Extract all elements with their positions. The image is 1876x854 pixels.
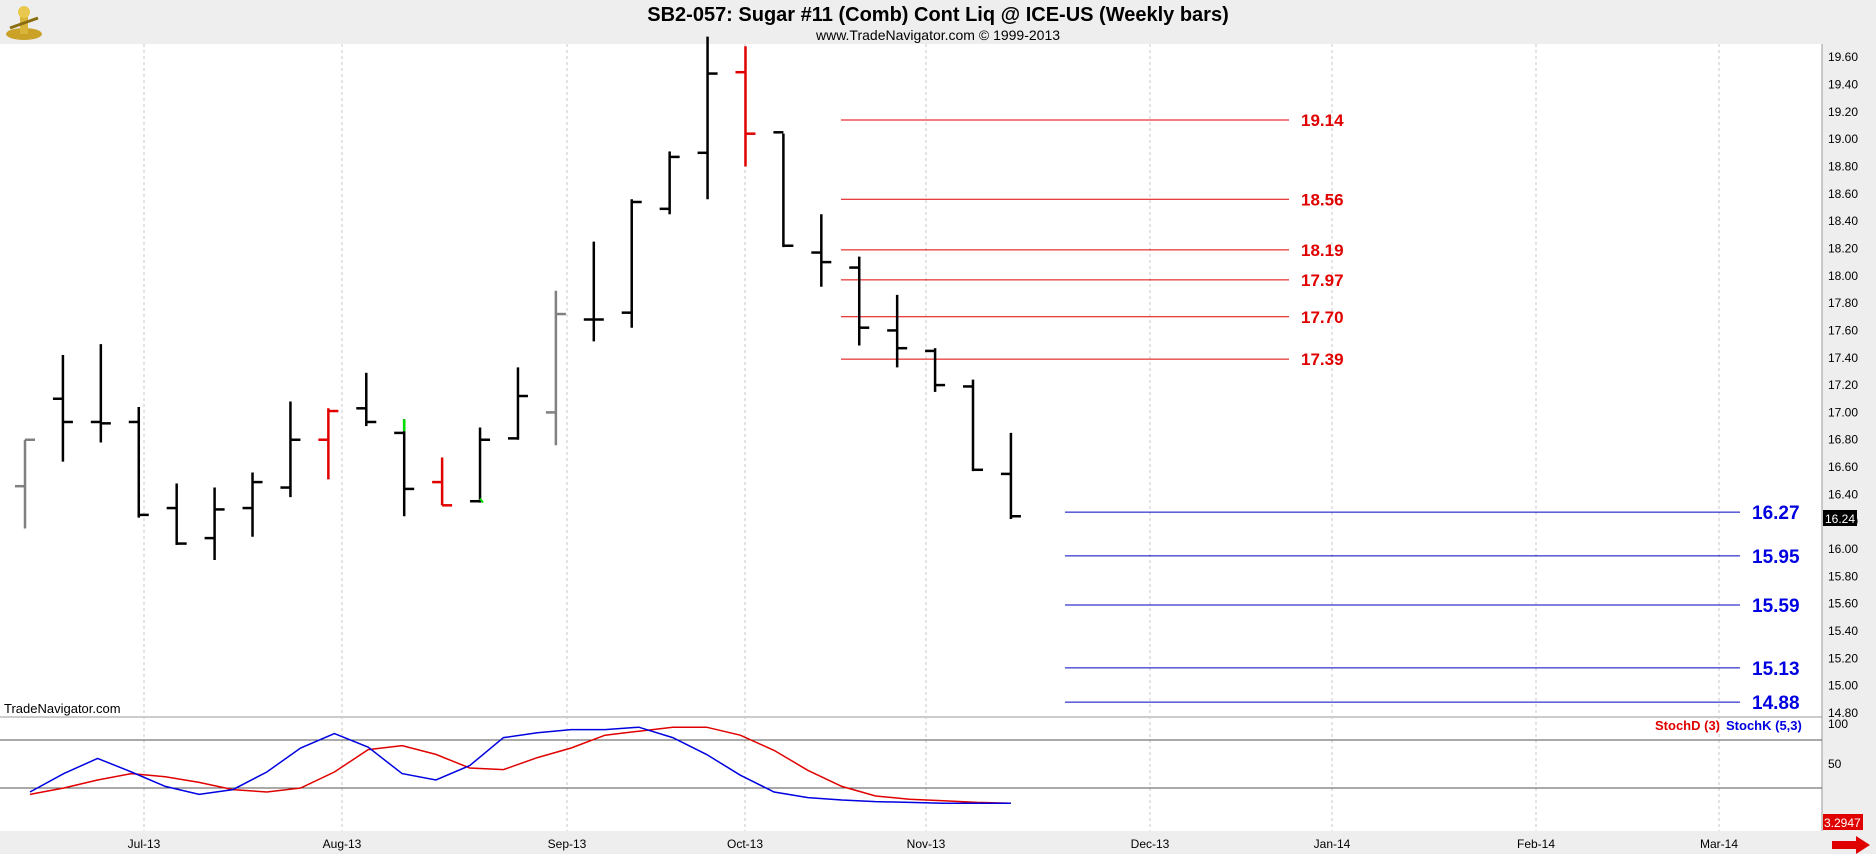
ohlc-bar — [356, 372, 377, 427]
ohlc-bar — [280, 401, 301, 498]
legend-stochd: StochD (3) — [1655, 718, 1720, 733]
y-tick-label: 18.60 — [1828, 187, 1858, 201]
ohlc-bar — [15, 438, 35, 529]
stoch-value-label: 3.2947 — [1824, 816, 1861, 830]
ohlc-bar — [52, 355, 73, 462]
ohlc-bar — [90, 344, 111, 443]
support-label: 15.13 — [1752, 659, 1800, 680]
x-tick-label: Dec-13 — [1131, 837, 1170, 851]
legend-stochk: StochK (5,3) — [1726, 718, 1802, 733]
x-tick-label: Jul-13 — [128, 837, 161, 851]
ohlc-bar — [925, 348, 946, 392]
ohlc-bar — [545, 290, 566, 446]
y-tick-label: 16.40 — [1828, 487, 1858, 501]
x-tick-label: Aug-13 — [323, 837, 362, 851]
chart-title: SB2-057: Sugar #11 (Comb) Cont Liq @ ICE… — [647, 4, 1228, 26]
y-tick-label: 15.80 — [1828, 569, 1858, 583]
y-tick-label: 17.20 — [1828, 378, 1858, 392]
ohlc-bar — [507, 367, 528, 440]
ohlc-bar — [394, 419, 415, 517]
ohlc-bar — [963, 379, 983, 472]
ohlc-bar — [735, 46, 756, 167]
y-tick-label: 15.60 — [1828, 597, 1858, 611]
support-label: 14.88 — [1752, 693, 1800, 714]
y-tick-label: 17.00 — [1828, 405, 1858, 419]
price-levels: 19.14 18.56 18.19 17.97 17.70 17.39 16.27 15.95… — [841, 111, 1800, 714]
y-tick-label: 17.60 — [1828, 323, 1858, 337]
y-tick-label: 15.20 — [1828, 651, 1858, 665]
ohlc-bar — [166, 483, 187, 545]
x-tick-label: Mar-14 — [1700, 837, 1738, 851]
y-tick-label: 16.00 — [1828, 542, 1858, 556]
x-grid — [143, 44, 1720, 831]
y-tick-label: 18.40 — [1828, 214, 1858, 228]
y-tick-label: 18.80 — [1828, 159, 1858, 173]
ohlc-bar — [621, 199, 642, 328]
y-tick-label: 15.00 — [1828, 679, 1858, 693]
stoch-y-tick-label: 50 — [1828, 757, 1842, 771]
x-tick-label: Sep-13 — [548, 837, 587, 851]
y-tick-label: 19.20 — [1828, 105, 1858, 119]
resistance-label: 19.14 — [1301, 111, 1344, 130]
last-price-label: 16.24 — [1825, 512, 1855, 526]
y-tick-label: 18.00 — [1828, 269, 1858, 283]
ohlc-bar — [773, 131, 794, 248]
support-label: 15.59 — [1752, 596, 1800, 617]
stoch-value-badge — [1823, 814, 1863, 830]
y-tick-label: 16.60 — [1828, 460, 1858, 474]
support-label: 15.95 — [1752, 547, 1800, 568]
ohlc-bar — [697, 36, 718, 200]
ohlc-bar — [242, 472, 263, 537]
y-tick-label: 16.80 — [1828, 433, 1858, 447]
watermark-label: TradeNavigator.com — [4, 701, 121, 716]
ohlc-bar — [887, 294, 908, 368]
y-tick-label: 17.40 — [1828, 351, 1858, 365]
ohlc-bar — [1000, 432, 1021, 519]
ohlc-bar — [128, 406, 149, 518]
stoch-y-tick-label: 100 — [1828, 717, 1848, 731]
y-tick-label: 14.80 — [1828, 706, 1858, 720]
x-tick-label: Feb-14 — [1517, 837, 1555, 851]
resistance-label: 17.70 — [1301, 308, 1344, 327]
logo-icon[interactable] — [6, 6, 42, 40]
y-tick-label: 17.80 — [1828, 296, 1858, 310]
x-tick-label: Oct-13 — [727, 837, 763, 851]
last-price-badge — [1823, 510, 1857, 526]
stoch-series-line — [29, 726, 1011, 804]
right-axis-background — [1822, 44, 1876, 854]
price-bars — [15, 36, 1021, 560]
bottom-axis-background — [0, 831, 1822, 854]
ohlc-bar — [204, 487, 225, 560]
y-tick-label: 15.40 — [1828, 624, 1858, 638]
resistance-label: 17.97 — [1301, 271, 1344, 290]
x-tick-label: Nov-13 — [907, 837, 946, 851]
header-background — [0, 0, 1876, 44]
ohlc-bar — [659, 151, 680, 215]
y-tick-label: 19.40 — [1828, 77, 1858, 91]
y-tick-label: 19.60 — [1828, 50, 1858, 64]
stochastic-lines — [29, 726, 1011, 804]
ohlc-bar — [470, 427, 491, 504]
x-tick-label: Jan-14 — [1314, 837, 1351, 851]
ohlc-bar — [849, 256, 870, 346]
resistance-label: 18.56 — [1301, 190, 1344, 209]
resistance-label: 18.19 — [1301, 241, 1344, 260]
support-label: 16.27 — [1752, 503, 1800, 524]
ohlc-bar — [318, 408, 339, 480]
resistance-label: 17.39 — [1301, 350, 1344, 369]
chart-subtitle: www.TradeNavigator.com © 1999-2013 — [815, 27, 1060, 43]
stoch-series-line — [29, 726, 1011, 804]
scroll-right-arrow-icon[interactable] — [1832, 836, 1870, 854]
date-axis: Jul-13 Aug-13 Sep-13 Oct-13 Nov-13 Dec-13 Jan-… — [128, 837, 1739, 851]
stochastic-reference-lines — [0, 739, 1822, 789]
bar-accent — [479, 497, 484, 504]
ohlc-bar — [432, 457, 453, 507]
y-tick-label: 19.00 — [1828, 132, 1858, 146]
y-tick-label: 18.20 — [1828, 241, 1858, 255]
ohlc-bar — [811, 214, 832, 287]
ohlc-bar — [583, 241, 604, 342]
